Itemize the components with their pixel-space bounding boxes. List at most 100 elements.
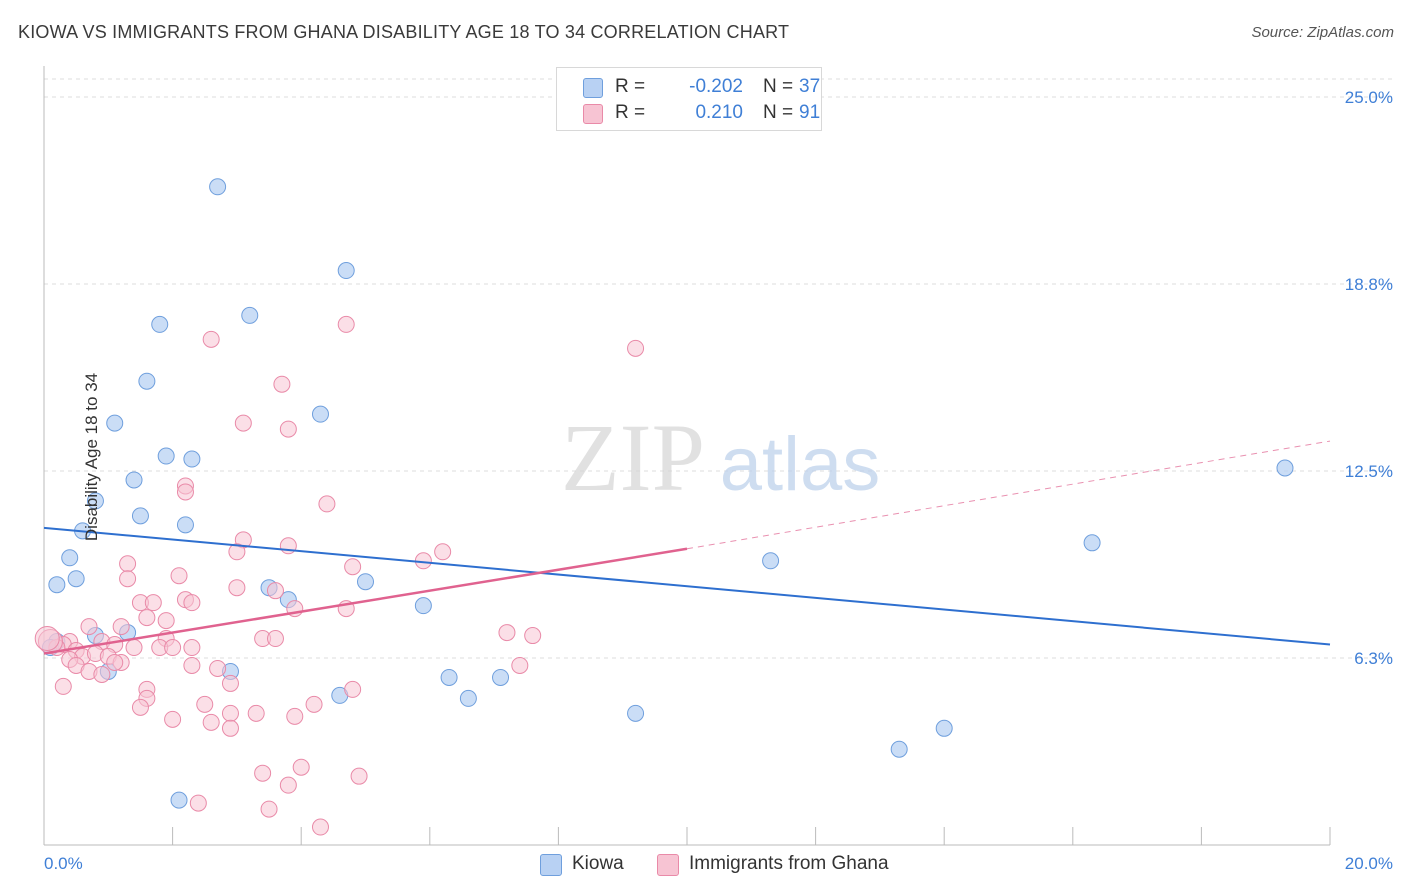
x-tick-label: 0.0% <box>44 854 83 873</box>
ghana-point <box>228 579 246 597</box>
kiowa-point <box>762 552 780 570</box>
ghana-point <box>183 639 201 657</box>
kiowa-point <box>357 573 374 591</box>
ghana-point <box>286 707 304 725</box>
y-tick-label: 12.5% <box>1345 462 1393 481</box>
ghana-point <box>125 639 143 657</box>
ghana-point <box>337 315 355 333</box>
ghana-point <box>221 674 239 692</box>
ghana-point <box>164 710 182 728</box>
kiowa-swatch <box>540 854 562 876</box>
correlation-legend: R = -0.202 N = 37 R = 0.210 N = 91 <box>556 67 822 131</box>
ghana-point <box>221 719 239 737</box>
ghana-trend-extension <box>686 440 1331 550</box>
kiowa-point <box>157 447 175 465</box>
ghana-point <box>627 339 645 357</box>
ghana-point <box>80 618 98 636</box>
ghana-point <box>202 713 220 731</box>
ghana-point <box>273 375 291 393</box>
kiowa-point <box>935 719 953 737</box>
ghana-point <box>183 656 201 674</box>
ghana-point <box>164 639 182 657</box>
ghana-point <box>434 543 452 561</box>
y-tick-label: 18.8% <box>1345 275 1393 294</box>
ghana-trend-line <box>43 547 688 655</box>
legend-n-label: N = <box>763 76 794 97</box>
bottom-legend-ghana-label: Immigrants from Ghana <box>689 853 889 874</box>
kiowa-trend-line <box>43 526 1331 646</box>
ghana-point <box>305 695 323 713</box>
ghana-point <box>292 758 310 776</box>
kiowa-point <box>492 668 510 686</box>
ghana-point <box>234 414 252 432</box>
ghana-point <box>524 627 542 645</box>
ghana-point <box>254 764 272 782</box>
ghana-point <box>266 630 284 648</box>
y-axis-label: Disability Age 18 to 34 <box>82 372 102 542</box>
kiowa-point <box>67 570 85 588</box>
ghana-point <box>196 695 214 713</box>
kiowa-point <box>138 372 156 390</box>
ghana-point <box>247 704 265 722</box>
kiowa-point <box>627 704 645 722</box>
kiowa-point <box>459 689 477 707</box>
ghana-point <box>131 698 149 716</box>
kiowa-point <box>170 791 188 809</box>
legend-r-label: R = <box>615 76 646 97</box>
watermark-zip: ZIP <box>561 404 705 511</box>
y-tick-label: 25.0% <box>1345 88 1393 107</box>
ghana-point <box>344 680 362 698</box>
legend-r-value: -0.202 <box>689 76 743 97</box>
ghana-point <box>318 495 336 513</box>
legend-n-label: N = <box>763 102 794 123</box>
ghana-point <box>511 656 529 674</box>
ghana-point <box>157 612 175 630</box>
ghana-point <box>170 567 188 585</box>
ghana-point <box>344 558 362 576</box>
ghana-point <box>221 704 239 722</box>
legend-n-value: 37 <box>799 76 821 97</box>
kiowa-point <box>183 450 201 468</box>
kiowa-point <box>337 262 355 280</box>
ghana-points <box>34 315 645 836</box>
kiowa-point <box>440 668 458 686</box>
ghana-point <box>119 570 137 588</box>
kiowa-point <box>1276 459 1294 477</box>
kiowa-point <box>241 306 259 324</box>
kiowa-point <box>125 471 143 489</box>
ghana-swatch <box>583 104 603 124</box>
ghana-point <box>311 818 329 836</box>
ghana-point <box>279 420 297 438</box>
kiowa-point <box>48 576 66 594</box>
ghana-point <box>176 483 194 501</box>
ghana-point <box>144 594 162 612</box>
x-tick-label: 20.0% <box>1345 854 1393 873</box>
kiowa-point <box>106 414 124 432</box>
kiowa-point <box>61 549 79 567</box>
ghana-point <box>279 776 297 794</box>
ghana-point <box>138 609 156 627</box>
legend-r-label: R = <box>615 102 646 123</box>
ghana-point <box>266 582 284 600</box>
ghana-point <box>202 330 220 348</box>
axes <box>43 66 1331 846</box>
bottom-legend-kiowa-label: Kiowa <box>572 853 624 874</box>
kiowa-point <box>1083 534 1101 552</box>
bottom-legend-ghana: Immigrants from Ghana <box>657 853 917 877</box>
ghana-point <box>189 794 207 812</box>
chart-title: KIOWA VS IMMIGRANTS FROM GHANA DISABILIT… <box>18 22 790 42</box>
ghana-point <box>119 555 137 573</box>
ghana-point <box>54 677 72 695</box>
kiowa-swatch <box>583 78 603 98</box>
ghana-point <box>498 624 516 642</box>
ghana-point <box>93 665 111 683</box>
ghana-point <box>112 618 130 636</box>
kiowa-point <box>131 507 149 525</box>
ghana-point <box>106 653 124 671</box>
kiowa-point <box>86 492 104 510</box>
ghana-point <box>183 594 201 612</box>
trend-lines <box>43 440 1331 655</box>
tick-labels: 6.3% 12.5% 18.8% 25.0% 0.0% 20.0% <box>44 88 1393 873</box>
ghana-point <box>34 626 60 652</box>
ghana-swatch <box>657 854 679 876</box>
